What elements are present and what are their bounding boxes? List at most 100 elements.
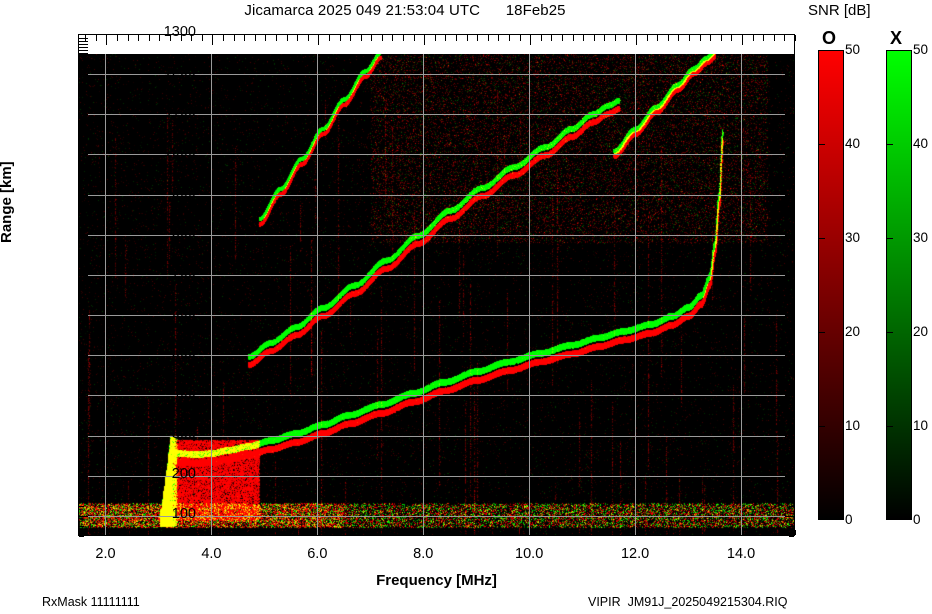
axis-tick: [509, 35, 510, 41]
axis-tick: [636, 35, 638, 45]
y-tick-label: 1100: [164, 104, 196, 121]
axis-tick: [445, 530, 447, 535]
y-tick-label: 600: [171, 305, 196, 322]
grid-line-vertical: [317, 54, 318, 535]
axis-tick: [551, 530, 553, 535]
axis-tick: [117, 530, 119, 535]
axis-tick: [413, 530, 415, 535]
axis-tick: [297, 530, 299, 535]
axis-tick: [789, 54, 794, 55]
x-tick-label: 4.0: [201, 546, 222, 562]
axis-tick: [371, 35, 373, 41]
colorbar-tick-label: 20: [845, 324, 861, 339]
axis-tick: [498, 35, 500, 41]
axis-tick: [79, 445, 84, 447]
riq-filename-label: VIPIR JM91J_2025049215304.RIQ: [588, 595, 788, 609]
axis-tick: [79, 375, 84, 377]
colorbar-tick-label: 50: [845, 42, 861, 57]
axis-tick: [519, 530, 521, 535]
axis-tick: [625, 35, 627, 41]
axis-tick: [265, 35, 267, 41]
axis-tick: [657, 530, 659, 535]
grid-line-horizontal: [79, 355, 794, 356]
colorbar-x-gradient: [886, 50, 912, 520]
axis-tick: [371, 530, 373, 535]
axis-tick: [79, 395, 88, 397]
axis-tick: [79, 274, 88, 276]
y-tick-label: 300: [171, 425, 196, 442]
grid-line-horizontal: [79, 195, 794, 196]
y-tick-label: 700: [171, 264, 196, 281]
axis-tick: [424, 527, 426, 535]
axis-tick: [710, 35, 712, 41]
grid-line-horizontal: [79, 154, 794, 155]
axis-tick: [530, 527, 532, 535]
x-tick-label: 6.0: [307, 546, 328, 562]
axis-tick: [466, 35, 468, 41]
axis-tick: [79, 435, 88, 437]
axis-tick: [403, 35, 405, 41]
axis-tick: [79, 465, 84, 467]
axis-tick: [540, 530, 542, 535]
axis-tick: [106, 35, 108, 45]
axis-tick: [785, 315, 794, 317]
axis-tick: [424, 35, 426, 45]
axis-tick: [95, 530, 97, 535]
axis-tick: [789, 124, 794, 126]
axis-tick: [789, 84, 794, 86]
axis-tick: [79, 335, 84, 337]
grid-line-horizontal: [79, 114, 794, 115]
y-tick-label: 1000: [163, 144, 196, 161]
page-title: Jicamarca 2025 049 21:53:04 UTC 18Feb25: [244, 2, 566, 19]
axis-tick: [85, 530, 87, 535]
axis-tick: [789, 495, 794, 497]
axis-tick: [79, 315, 88, 317]
y-tick-label: 1300: [163, 23, 196, 40]
axis-tick: [212, 35, 214, 45]
axis-tick: [79, 124, 84, 126]
colorbar-tick-mark: [886, 426, 893, 427]
axis-tick: [79, 525, 84, 527]
ionogram-data-canvas: [79, 54, 794, 535]
axis-tick: [79, 134, 84, 136]
axis-tick: [223, 35, 224, 41]
axis-tick: [789, 104, 794, 106]
axis-tick: [79, 355, 88, 357]
axis-tick: [286, 35, 288, 41]
axis-tick: [789, 345, 794, 347]
axis-tick: [170, 35, 172, 41]
axis-tick: [785, 74, 794, 76]
axis-tick: [79, 50, 88, 51]
axis-tick: [297, 35, 299, 41]
colorbar-tick-label: 0: [913, 512, 921, 527]
axis-tick: [79, 54, 84, 55]
colorbar-tick-mark: [818, 426, 825, 427]
axis-tick: [265, 530, 267, 535]
axis-tick: [79, 214, 84, 216]
axis-tick: [79, 325, 84, 327]
axis-tick: [667, 530, 669, 535]
axis-tick: [148, 530, 150, 535]
colorbar-tick-mark: [886, 238, 893, 239]
axis-tick: [773, 35, 775, 41]
axis-tick: [79, 485, 84, 487]
colorbar-o-label: O: [822, 28, 837, 48]
axis-tick: [789, 224, 794, 226]
axis-tick: [138, 530, 140, 535]
grid-line-horizontal: [79, 315, 794, 316]
axis-tick: [699, 35, 701, 41]
axis-tick: [667, 35, 669, 41]
axis-tick: [785, 435, 794, 437]
axis-tick: [789, 254, 794, 256]
axis-tick: [79, 495, 84, 497]
axis-tick: [789, 365, 794, 367]
axis-tick: [646, 35, 648, 41]
axis-tick: [604, 35, 606, 41]
axis-tick: [785, 194, 794, 196]
ionogram-canvas-wrap: [79, 54, 794, 535]
axis-tick: [79, 475, 88, 477]
axis-tick: [583, 35, 585, 41]
axis-tick: [328, 530, 330, 535]
axis-tick: [789, 244, 794, 246]
colorbar-tick-mark: [818, 144, 825, 145]
